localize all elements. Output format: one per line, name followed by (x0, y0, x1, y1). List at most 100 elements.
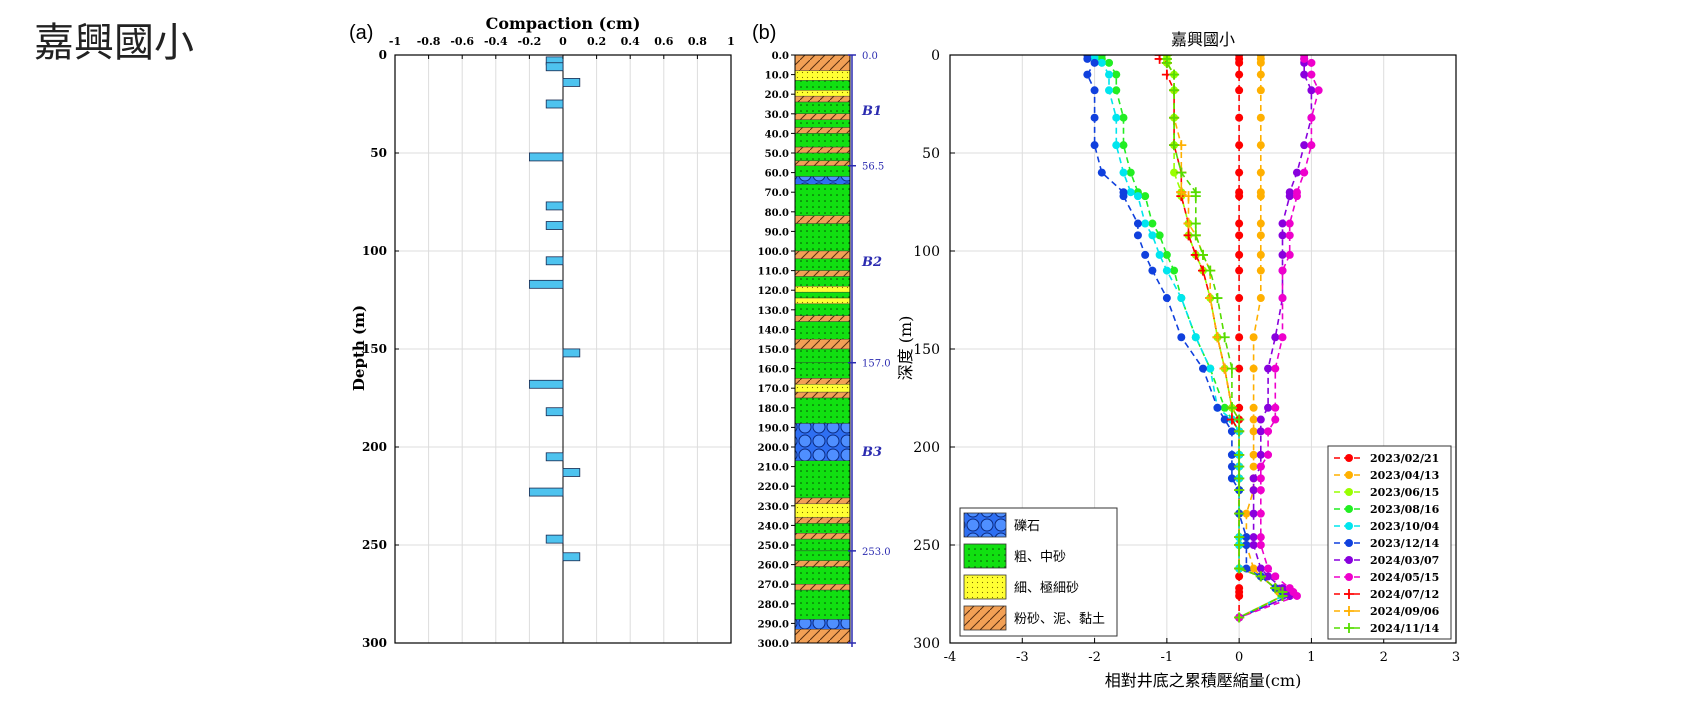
lithology-layer-silt (794, 560, 851, 567)
data-point (1278, 219, 1287, 228)
lithology-legend-entry: 粗、中砂 (963, 543, 1066, 569)
compaction-bar (529, 279, 564, 289)
legend-label: 2024/03/07 (1370, 554, 1439, 567)
data-point (1300, 141, 1309, 150)
data-point (1083, 55, 1092, 63)
data-point (1191, 333, 1200, 342)
x-tick-label: 2 (1380, 650, 1388, 665)
chart-a-bars (529, 56, 581, 562)
data-point (1249, 533, 1258, 542)
x-tick-label: -4 (944, 650, 957, 665)
chart-c-legend: 2023/02/21 2023/04/13 2023/06/15 2023/08/16… (1327, 445, 1452, 640)
data-point (1234, 540, 1245, 550)
data-point (1271, 415, 1280, 424)
chart-a-ticks: -1 -0.8 -0.6 -0.4 -0.2 0 0.2 0.4 0.6 0.8 1 0 50 100 15… (362, 35, 735, 650)
lithology-swatch-gravel (963, 512, 1007, 538)
data-point (1198, 249, 1208, 260)
data-point (1285, 231, 1294, 240)
data-point (1227, 474, 1236, 483)
data-point (1264, 403, 1273, 412)
data-point (1249, 427, 1258, 436)
legend-entry: 2023/12/14 (1334, 537, 1440, 550)
x-tick-label: 0.6 (654, 35, 673, 48)
x-tick-label: 1 (727, 35, 735, 48)
y-tick-label: 250 (913, 538, 940, 554)
data-point (1235, 572, 1244, 581)
data-point (1119, 113, 1128, 122)
lithology-layer-silt (794, 215, 851, 224)
data-point (1105, 58, 1114, 67)
data-point (1226, 402, 1237, 413)
panel-a-label: (a) (349, 22, 374, 44)
depth-tick-label: 90.0 (765, 227, 789, 238)
depth-tick-label: 250.0 (758, 541, 789, 552)
data-point (1119, 141, 1128, 150)
depth-tick-label: 20.0 (765, 90, 789, 101)
data-point (1278, 333, 1287, 342)
data-point (1235, 294, 1244, 303)
lithology-layer-silt (794, 517, 851, 524)
depth-tick-label: 150.0 (758, 345, 789, 356)
depth-tick-label: 130.0 (758, 306, 789, 317)
data-point (1264, 572, 1273, 581)
data-point (1249, 450, 1258, 459)
legend-label: 2024/11/14 (1370, 622, 1440, 635)
compaction-bar (545, 407, 564, 417)
data-point (1169, 140, 1180, 151)
legend-label: 2024/09/06 (1370, 605, 1440, 618)
data-point (1292, 192, 1301, 201)
data-point (1206, 364, 1215, 373)
data-point (1249, 364, 1258, 373)
data-point (1235, 231, 1244, 240)
layer-label-b1: B1 (861, 104, 882, 119)
depth-tick-label: 200.0 (758, 443, 789, 454)
data-point (1249, 403, 1258, 412)
data-point (1256, 192, 1265, 201)
data-point (1169, 69, 1180, 80)
data-point (1169, 112, 1180, 123)
data-point (1226, 363, 1237, 374)
y-tick-label: 50 (922, 146, 940, 162)
lithology-layer-coarse (794, 523, 851, 534)
lithology-label: 細、極細砂 (1014, 580, 1079, 596)
data-point (1169, 85, 1180, 96)
data-point (1126, 188, 1135, 197)
compaction-bar (562, 468, 581, 477)
data-point (1256, 141, 1265, 150)
lithology-layer-coarse (794, 321, 851, 340)
data-point (1242, 509, 1251, 518)
legend-entry: 2024/07/12 (1334, 588, 1439, 601)
data-point (1307, 70, 1316, 79)
lithology-layer-silt (794, 95, 851, 103)
lithology-swatch-fine (963, 574, 1007, 600)
lithology-layer-coarse (794, 348, 851, 363)
depth-tick-label: 260.0 (758, 561, 789, 572)
depth-tick-label: 80.0 (765, 208, 789, 219)
data-point (1112, 141, 1121, 150)
data-point (1155, 231, 1164, 240)
legend-label: 2023/08/16 (1370, 503, 1440, 516)
data-point (1190, 230, 1201, 241)
data-point (1097, 58, 1106, 67)
data-point (1235, 58, 1244, 67)
data-point (1307, 58, 1316, 67)
data-point (1249, 474, 1258, 483)
data-point (1256, 474, 1265, 483)
x-tick-label: -0.4 (484, 35, 508, 48)
data-point (1234, 485, 1245, 496)
chart-a-ylabel: Depth (m) (350, 305, 368, 391)
data-point (1161, 57, 1172, 68)
data-point (1234, 563, 1245, 574)
data-point (1220, 403, 1229, 412)
legend-label: 2024/05/15 (1370, 571, 1439, 584)
legend-marker (1345, 573, 1353, 581)
data-point (1264, 450, 1273, 459)
legend-label: 2023/10/04 (1370, 520, 1440, 533)
marker-depth-label: 0.0 (862, 51, 878, 62)
lithology-layer-coarse (794, 538, 851, 552)
data-point (1162, 266, 1171, 275)
y-tick-label: 150 (913, 342, 940, 358)
data-point (1242, 533, 1251, 542)
data-point (1256, 266, 1265, 275)
data-point (1255, 571, 1266, 582)
